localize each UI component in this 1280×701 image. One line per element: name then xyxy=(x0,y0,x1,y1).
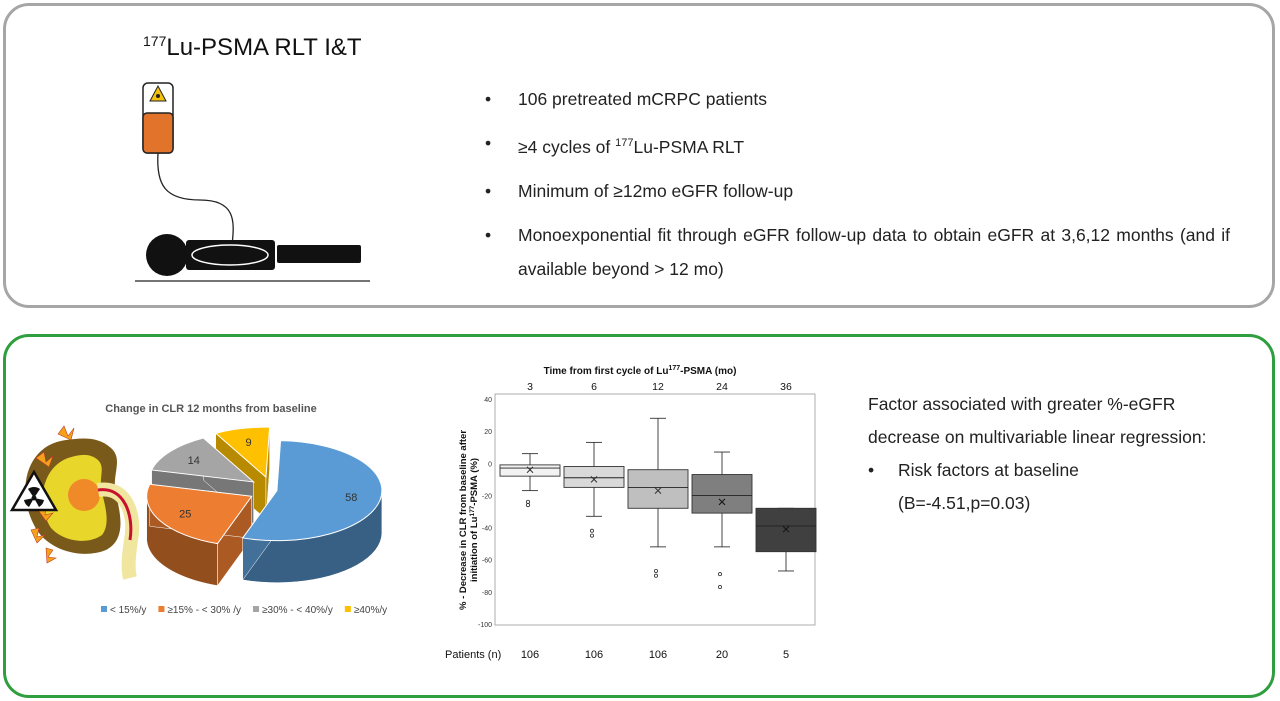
pie-title: Change in CLR 12 months from baseline xyxy=(105,403,316,415)
legend-item: < 15%/y xyxy=(101,605,146,616)
iqr-box xyxy=(755,507,817,553)
infusion-line xyxy=(157,152,234,246)
outlier-point xyxy=(717,585,722,590)
patient-infusion-illustration xyxy=(135,82,370,282)
x-category-label: 3 xyxy=(527,381,533,393)
mean-marker xyxy=(654,487,662,494)
patient-count: 20 xyxy=(716,649,728,661)
infusion-bag-icon xyxy=(142,82,174,154)
box-24 xyxy=(691,451,753,590)
legend-item: ≥40%/y xyxy=(344,605,387,616)
legend-label: ≥40%/y xyxy=(354,605,387,616)
pie-chart-area: Change in CLR 12 months from baseline 9 1… xyxy=(9,403,387,616)
box-plot: Time from first cycle of Lu177-PSMA (mo)… xyxy=(445,365,817,661)
bullet-followup: Minimum of ≥12mo eGFR follow-up xyxy=(485,174,1230,208)
mean-marker xyxy=(590,476,598,483)
box-36 xyxy=(755,507,817,572)
legend-swatch xyxy=(344,606,351,612)
iqr-box xyxy=(563,466,625,488)
factor-bullet: Risk factors at baseline xyxy=(868,454,1263,487)
outlier-point xyxy=(589,528,594,533)
therapy-title: 177Lu-PSMA RLT I&T xyxy=(143,33,362,61)
factor-line2: decrease on multivariable linear regress… xyxy=(868,427,1207,447)
y-tick-label: -100 xyxy=(478,622,492,629)
x-category-label: 12 xyxy=(652,381,664,393)
patient-counts: 106 106 106 20 5 xyxy=(521,649,789,661)
x-category-label: 6 xyxy=(591,381,597,393)
outlier-point xyxy=(653,573,658,578)
box-6 xyxy=(563,441,625,538)
outlier-point xyxy=(526,499,531,504)
pie-3d xyxy=(146,426,383,587)
chart-title: Time from first cycle of Lu177-PSMA (mo) xyxy=(544,365,737,377)
boxes xyxy=(499,417,817,590)
box-3 xyxy=(499,453,561,508)
legend-item: ≥15% - < 30% /y xyxy=(158,605,241,616)
outlier-point xyxy=(717,572,722,577)
pie-legend: < 15%/y ≥15% - < 30% /y ≥30% - < 40%/y ≥40%… xyxy=(101,605,387,616)
y-ticks: 40 20 0 -20 -40 -60 -80 -100 xyxy=(478,397,492,629)
pie-slice xyxy=(146,483,253,587)
factor-line1: Factor associated with greater %-eGFR xyxy=(868,394,1176,414)
patient-count: 106 xyxy=(585,649,603,661)
pie-slice-top xyxy=(214,426,271,479)
legend-label: < 15%/y xyxy=(110,605,146,616)
pie-slice xyxy=(241,440,383,583)
legend-item: ≥30% - < 40%/y xyxy=(253,605,333,616)
legend-label: ≥15% - < 30% /y xyxy=(167,605,241,616)
y-tick-label: -60 xyxy=(482,558,492,565)
y-tick-label: -40 xyxy=(482,526,492,533)
bullet-patients: 106 pretreated mCRPC patients xyxy=(485,82,1230,116)
patient-count: 106 xyxy=(521,649,539,661)
iqr-box xyxy=(691,474,753,514)
y-tick-label: 0 xyxy=(488,461,492,468)
pie-value-label: 14 xyxy=(188,455,200,467)
patient-count: 5 xyxy=(783,649,789,661)
bullet-cycles: ≥4 cycles of 177Lu-PSMA RLT xyxy=(485,126,1230,164)
mean-marker xyxy=(782,525,790,533)
x-categories: 3 6 12 24 36 xyxy=(527,381,792,393)
mean-marker xyxy=(526,466,534,474)
mean-marker xyxy=(718,498,726,506)
bullet-fit: Monoexponential fit through eGFR follow-… xyxy=(485,218,1230,286)
pie-slice-top xyxy=(241,440,383,542)
patients-label: Patients (n) xyxy=(445,649,501,661)
svg-text:initiation of Lu177-PSMA (%): initiation of Lu177-PSMA (%) xyxy=(469,458,480,582)
outlier-point xyxy=(589,533,594,538)
y-tick-label: 40 xyxy=(484,397,492,404)
pie-slice-top xyxy=(146,483,253,545)
patient-icon xyxy=(146,234,361,276)
pie-value-label: 58 xyxy=(345,492,357,504)
iqr-box xyxy=(627,469,689,509)
legend-swatch xyxy=(158,606,165,612)
x-category-label: 36 xyxy=(780,381,792,393)
y-tick-label: -80 xyxy=(482,590,492,597)
study-bullets: 106 pretreated mCRPC patients ≥4 cycles … xyxy=(485,82,1230,296)
outlier-point xyxy=(653,568,658,573)
outlier-point xyxy=(526,503,531,508)
patient-count: 106 xyxy=(649,649,667,661)
y-tick-label: 20 xyxy=(484,429,492,436)
iqr-box xyxy=(499,464,561,477)
factor-stat: (B=-4.51,p=0.03) xyxy=(898,493,1031,513)
svg-text:% - Decrease in CLR from basel: % - Decrease in CLR from baseline after xyxy=(458,430,469,610)
y-axis-label: % - Decrease in CLR from baseline after … xyxy=(458,430,480,610)
box-12 xyxy=(627,417,689,578)
y-tick-label: -20 xyxy=(482,493,492,500)
pie-value-label: 9 xyxy=(246,437,252,449)
legend-swatch xyxy=(253,606,260,612)
legend-label: ≥30% - < 40%/y xyxy=(262,605,333,616)
pie-slice-top xyxy=(150,437,256,483)
legend-swatch xyxy=(101,606,107,612)
radiation-icon xyxy=(9,469,59,512)
x-category-label: 24 xyxy=(716,381,728,393)
pie-value-label: 25 xyxy=(179,509,191,521)
regression-text: Factor associated with greater %-eGFR de… xyxy=(868,388,1263,520)
